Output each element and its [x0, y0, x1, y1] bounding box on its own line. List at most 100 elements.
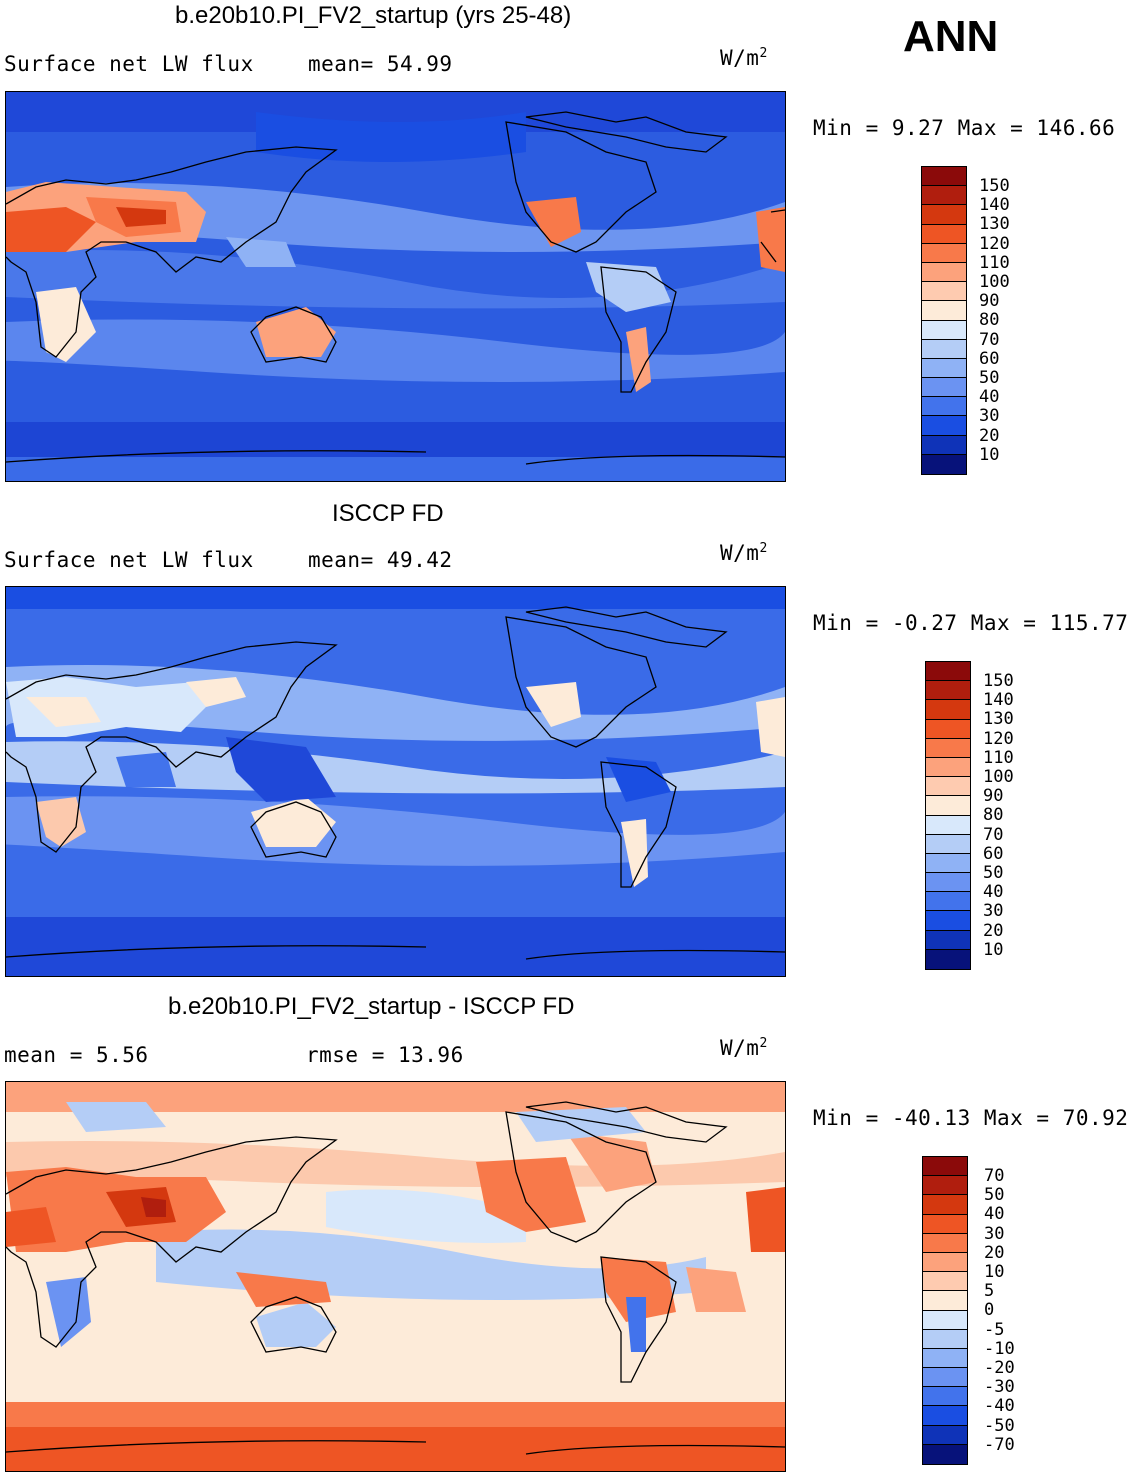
- colorbar-swatch: [926, 930, 970, 950]
- colorbar-swatch: [926, 949, 970, 969]
- colorbar-tick-label: 50: [979, 368, 1000, 388]
- colorbar-tick-label: 150: [979, 176, 1010, 196]
- season-label: ANN: [903, 12, 999, 61]
- colorbar-swatch: [922, 282, 966, 302]
- panel-2-map: [5, 586, 786, 977]
- colorbar-tick-label: 50: [983, 863, 1004, 883]
- colorbar-swatch: [922, 186, 966, 206]
- colorbar-swatch: [922, 262, 966, 283]
- colorbar-swatch: [923, 1425, 967, 1445]
- colorbar-tick-label: 130: [979, 214, 1010, 235]
- colorbar-swatch: [922, 320, 966, 340]
- colorbar-swatch: [922, 435, 966, 455]
- colorbar-tick-label: 20: [984, 1242, 1005, 1263]
- colorbar-tick-label: -5: [984, 1319, 1005, 1340]
- colorbar-tick-label: 30: [984, 1223, 1005, 1244]
- colorbar-tick-label: 0: [984, 1300, 995, 1321]
- colorbar-tick-label: 120: [983, 728, 1014, 749]
- colorbar-swatch: [926, 873, 970, 893]
- panel-2-variable-label: Surface net LW flux: [4, 548, 254, 572]
- colorbar-swatch: [923, 1157, 967, 1177]
- colorbar-tick-label: 130: [983, 709, 1014, 730]
- colorbar-swatch: [922, 454, 966, 474]
- colorbar-tick-label: -20: [984, 1358, 1015, 1378]
- colorbar-tick-label: 5: [984, 1281, 995, 1302]
- colorbar-swatch: [923, 1214, 967, 1234]
- panel-1-colorbar: [921, 166, 967, 475]
- colorbar-swatch: [922, 167, 966, 187]
- colorbar-swatch: [923, 1195, 967, 1215]
- panel-3-title: b.e20b10.PI_FV2_startup - ISCCP FD: [168, 993, 575, 1020]
- colorbar-swatch: [926, 834, 970, 854]
- colorbar-tick-label: 110: [979, 252, 1010, 273]
- colorbar-swatch: [922, 301, 966, 321]
- colorbar-tick-label: 90: [983, 786, 1004, 807]
- colorbar-swatch: [926, 892, 970, 912]
- colorbar-tick-label: 100: [983, 767, 1014, 787]
- panel-3-mean-label: mean = 5.56: [4, 1043, 149, 1067]
- colorbar-swatch: [923, 1310, 967, 1330]
- colorbar-tick-label: 90: [979, 291, 1000, 312]
- colorbar-tick-label: 70: [984, 1166, 1005, 1186]
- colorbar-tick-label: 50: [984, 1185, 1005, 1206]
- colorbar-tick-label: 120: [979, 233, 1010, 254]
- colorbar-swatch: [926, 796, 970, 816]
- panel-2-minmax: Min = -0.27 Max = 115.77: [813, 611, 1128, 635]
- colorbar-tick-label: 150: [983, 671, 1014, 691]
- colorbar-swatch: [922, 358, 966, 379]
- colorbar-swatch: [923, 1348, 967, 1369]
- panel-3-rmse-label: rmse = 13.96: [306, 1043, 464, 1067]
- colorbar-swatch: [926, 700, 970, 720]
- colorbar-swatch: [922, 339, 966, 359]
- panel-2-units: W/m2: [720, 541, 768, 565]
- panel-2-colorbar: [925, 661, 971, 970]
- colorbar-tick-label: 140: [979, 195, 1010, 216]
- colorbar-swatch: [922, 205, 966, 225]
- colorbar-tick-label: -30: [984, 1377, 1015, 1398]
- colorbar-tick-label: 80: [979, 310, 1000, 331]
- colorbar-tick-label: 70: [983, 824, 1004, 845]
- colorbar-swatch: [922, 243, 966, 263]
- panel-2-title: ISCCP FD: [332, 500, 444, 527]
- colorbar-tick-label: 60: [983, 843, 1004, 864]
- colorbar-tick-label: 70: [979, 329, 1000, 350]
- panel-1-mean-label: mean= 54.99: [308, 52, 453, 76]
- colorbar-swatch: [926, 662, 970, 682]
- colorbar-swatch: [922, 416, 966, 436]
- panel-1-minmax: Min = 9.27 Max = 146.66: [813, 116, 1116, 140]
- colorbar-swatch: [923, 1272, 967, 1292]
- colorbar-swatch: [922, 224, 966, 244]
- colorbar-swatch: [923, 1329, 967, 1349]
- colorbar-tick-label: -70: [984, 1434, 1015, 1455]
- colorbar-swatch: [926, 815, 970, 835]
- panel-3-map: [5, 1081, 786, 1472]
- colorbar-swatch: [926, 911, 970, 931]
- colorbar-tick-label: 80: [983, 805, 1004, 826]
- panel-1-title: b.e20b10.PI_FV2_startup (yrs 25-48): [175, 2, 572, 29]
- colorbar-swatch: [923, 1406, 967, 1426]
- colorbar-tick-label: 40: [979, 387, 1000, 408]
- colorbar-swatch: [923, 1291, 967, 1311]
- colorbar-tick-label: -40: [984, 1396, 1015, 1417]
- colorbar-swatch: [926, 738, 970, 758]
- colorbar-swatch: [926, 853, 970, 874]
- panel-1-map: [5, 91, 786, 482]
- colorbar-swatch: [923, 1233, 967, 1253]
- colorbar-tick-label: 110: [983, 747, 1014, 768]
- colorbar-tick-label: 30: [983, 901, 1004, 922]
- colorbar-tick-label: -50: [984, 1415, 1015, 1436]
- panel-1-variable-label: Surface net LW flux: [4, 52, 254, 76]
- colorbar-swatch: [923, 1252, 967, 1273]
- colorbar-tick-label: -10: [984, 1338, 1015, 1359]
- colorbar-tick-label: 10: [983, 939, 1004, 960]
- colorbar-swatch: [926, 719, 970, 739]
- colorbar-tick-label: 140: [983, 690, 1014, 711]
- colorbar-swatch: [923, 1444, 967, 1464]
- colorbar-tick-label: 100: [979, 272, 1010, 292]
- colorbar-swatch: [922, 378, 966, 398]
- panel-3-minmax: Min = -40.13 Max = 70.92: [813, 1106, 1128, 1130]
- panel-2-mean-label: mean= 49.42: [308, 548, 453, 572]
- colorbar-tick-label: 40: [983, 882, 1004, 903]
- colorbar-tick-label: 10: [984, 1262, 1005, 1282]
- colorbar-swatch: [923, 1176, 967, 1196]
